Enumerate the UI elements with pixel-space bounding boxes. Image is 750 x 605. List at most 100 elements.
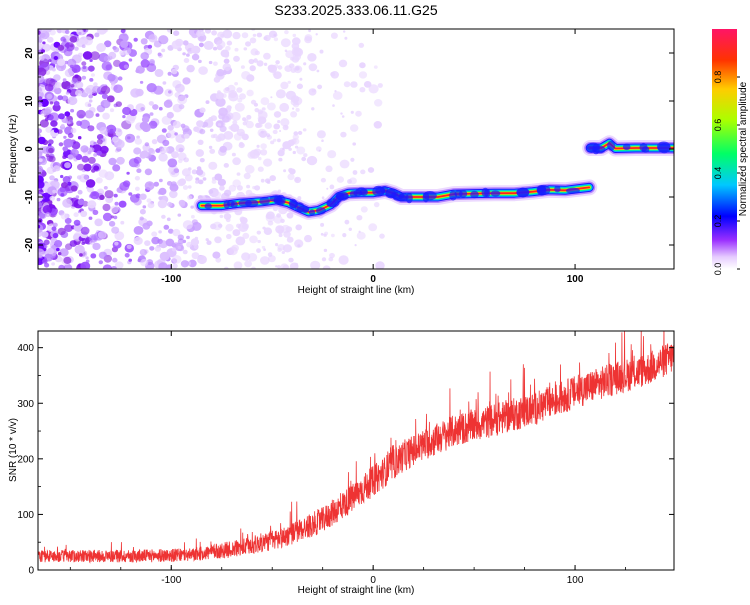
x-tick-label: -100 xyxy=(161,575,181,586)
noise-blob xyxy=(140,52,149,60)
noise-blob xyxy=(182,249,188,255)
noise-blob xyxy=(237,97,243,103)
noise-blob xyxy=(49,195,55,201)
noise-blob xyxy=(213,46,218,51)
noise-blob xyxy=(158,153,168,162)
signal-blob xyxy=(296,205,310,213)
noise-blob xyxy=(93,141,97,145)
noise-blob xyxy=(166,217,171,222)
noise-blob xyxy=(210,115,217,122)
signal-blob xyxy=(372,185,385,197)
noise-blob xyxy=(83,163,92,172)
noise-blob xyxy=(54,81,62,89)
noise-blob xyxy=(139,80,144,84)
noise-blob xyxy=(325,165,333,173)
spectrogram-y-ticks: -20 -10 0 10 20 xyxy=(24,28,674,270)
noise-blob xyxy=(188,259,197,268)
noise-blob xyxy=(277,65,283,70)
noise-blob xyxy=(74,74,79,78)
noise-blob xyxy=(285,226,293,233)
noise-blob xyxy=(182,52,186,56)
noise-blob xyxy=(330,32,338,39)
noise-blob xyxy=(329,252,335,259)
noise-blob xyxy=(217,123,222,127)
noise-blob xyxy=(107,73,116,82)
noise-blob xyxy=(279,102,290,112)
noise-blob xyxy=(231,111,241,121)
noise-blob xyxy=(43,108,52,115)
noise-blob xyxy=(257,239,261,244)
noise-blob xyxy=(57,252,62,256)
noise-blob xyxy=(301,156,307,162)
noise-blob xyxy=(64,69,74,78)
noise-blob xyxy=(113,84,123,93)
noise-blob xyxy=(168,90,172,94)
noise-blob xyxy=(140,258,149,267)
noise-blob xyxy=(161,48,166,53)
noise-blob xyxy=(191,53,200,61)
noise-blob xyxy=(63,256,72,264)
signal-blob xyxy=(454,190,463,198)
noise-blob xyxy=(190,238,200,246)
noise-blob xyxy=(85,256,89,260)
signal-blob xyxy=(359,188,368,196)
signal-blob xyxy=(554,185,561,193)
noise-blob xyxy=(183,58,190,63)
noise-blob xyxy=(171,68,178,75)
noise-blob xyxy=(287,80,291,84)
noise-blob xyxy=(53,128,59,133)
noise-blob xyxy=(289,168,296,175)
noise-blob xyxy=(46,93,53,100)
noise-blob xyxy=(171,171,176,176)
noise-blob xyxy=(48,155,56,163)
noise-blob xyxy=(151,236,160,245)
noise-blob xyxy=(277,247,282,252)
noise-blob xyxy=(103,55,111,62)
snr-frame xyxy=(37,330,675,571)
noise-blob xyxy=(254,185,261,191)
spectrogram-y-axis-label: Frequency (Hz) xyxy=(8,115,19,184)
noise-blob xyxy=(242,223,249,230)
noise-blob xyxy=(257,166,264,172)
noise-blob xyxy=(249,235,258,244)
noise-blob xyxy=(102,112,110,120)
noise-blob xyxy=(343,81,351,88)
noise-blob xyxy=(275,265,278,268)
noise-blob xyxy=(377,83,383,88)
noise-blob xyxy=(103,29,109,33)
noise-blob xyxy=(260,143,267,150)
noise-blob xyxy=(47,247,55,255)
noise-blob xyxy=(332,104,335,107)
colorbar-tick-label: 0.6 xyxy=(713,119,723,132)
noise-blob xyxy=(319,49,324,54)
noise-blob xyxy=(69,240,78,247)
noise-blob xyxy=(342,233,347,238)
noise-blob xyxy=(38,151,43,157)
noise-blob xyxy=(246,114,252,120)
noise-blob xyxy=(80,145,89,153)
noise-blob xyxy=(251,266,256,269)
noise-blob xyxy=(55,247,60,252)
noise-blob xyxy=(288,63,295,69)
noise-blob xyxy=(182,220,193,230)
noise-blob xyxy=(240,65,245,69)
noise-blob xyxy=(135,65,145,74)
noise-blob xyxy=(114,231,125,241)
noise-blob xyxy=(245,120,254,129)
noise-blob xyxy=(327,150,337,159)
noise-blob xyxy=(277,189,282,193)
noise-blob xyxy=(75,89,83,97)
noise-blob xyxy=(250,48,259,56)
noise-blob xyxy=(111,136,119,143)
noise-blob xyxy=(268,64,278,73)
signal-blob xyxy=(622,143,631,151)
y-tick-label: -20 xyxy=(24,237,35,252)
noise-blob xyxy=(44,244,48,248)
noise-blob xyxy=(204,29,212,34)
noise-blob xyxy=(195,177,200,181)
noise-blob xyxy=(194,236,199,240)
noise-blob xyxy=(51,262,55,266)
noise-blob xyxy=(379,233,385,239)
noise-blob xyxy=(285,90,296,100)
